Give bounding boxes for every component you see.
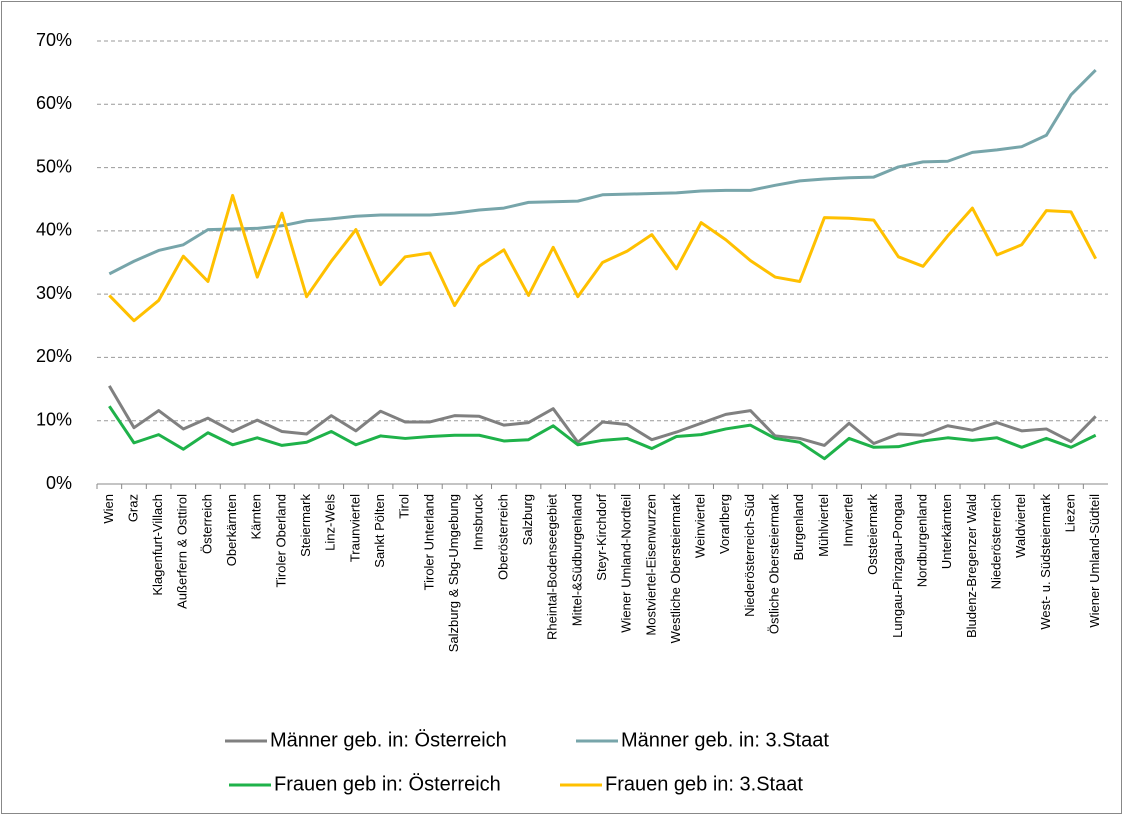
x-tick-label: Salzburg & Sbg-Umgebung <box>446 494 461 652</box>
legend-label: Frauen geb in: Österreich <box>274 773 501 795</box>
x-tick-label: Graz <box>125 494 140 522</box>
x-tick-label: Steyr-Kirchdorf <box>594 494 609 581</box>
x-tick-label: Mühlviertel <box>816 494 831 557</box>
x-tick-label: Weinviertel <box>693 494 708 558</box>
x-tick-label: Niederösterreich-Süd <box>742 494 757 617</box>
x-tick-label: Waldviertel <box>1013 494 1028 558</box>
x-tick-label: Klagenfurt-Villach <box>150 494 165 596</box>
x-tick-label: Lungau-Pinzgau-Pongau <box>890 494 905 638</box>
x-tick-label: Traunviertel <box>347 494 362 562</box>
x-tick-label: Liezen <box>1062 494 1077 532</box>
y-tick-label: 60% <box>36 93 72 113</box>
x-tick-label: Westliche Obersteiermark <box>668 494 683 644</box>
y-tick-label: 40% <box>36 220 72 240</box>
y-tick-label: 0% <box>46 473 72 493</box>
x-tick-label: Oberösterreich <box>495 494 510 580</box>
x-tick-label: Wiener Umland-Nordteil <box>619 494 634 633</box>
y-tick-label: 70% <box>36 30 72 50</box>
legend-label: Männer geb. in: 3.Staat <box>621 729 829 751</box>
x-tick-label: Salzburg <box>520 494 535 545</box>
x-tick-label: Mittel-&Südburgenland <box>569 494 584 626</box>
x-tick-label: Nordburgenland <box>914 494 929 587</box>
x-tick-label: Steiermark <box>298 494 313 557</box>
x-tick-label: Innviertel <box>841 494 856 547</box>
x-tick-label: Kärnten <box>249 494 264 540</box>
x-tick-label: Tiroler Oberland <box>273 494 288 587</box>
y-tick-label: 10% <box>36 409 72 429</box>
x-tick-label: Österreich <box>199 494 214 554</box>
x-tick-label: Oberkärnten <box>224 494 239 566</box>
y-tick-label: 20% <box>36 346 72 366</box>
x-tick-label: Rheintal-Bodenseegebiet <box>545 494 560 640</box>
x-tick-label: Tirol <box>397 494 412 519</box>
x-tick-label: Tiroler Unterland <box>421 494 436 590</box>
x-tick-label: Wien <box>101 494 116 524</box>
y-tick-label: 30% <box>36 283 72 303</box>
series-line <box>108 405 1097 461</box>
x-tick-label: Unterkärnten <box>939 494 954 569</box>
x-tick-label: Niederösterreich <box>988 494 1003 589</box>
legend-label: Männer geb. in: Österreich <box>270 729 507 751</box>
x-tick-label: Vorarlberg <box>717 494 732 554</box>
series-line <box>108 385 1097 447</box>
x-tick-label: Innsbruck <box>471 494 486 551</box>
x-tick-label: Mostviertel-Eisenwurzen <box>643 494 658 636</box>
x-tick-label: Burgenland <box>791 494 806 561</box>
x-tick-label: Sankt Pölten <box>372 494 387 568</box>
y-tick-label: 50% <box>36 156 72 176</box>
x-tick-label: Wiener Umland-Südteil <box>1087 494 1102 628</box>
x-tick-label: Linz-Wels <box>323 494 338 551</box>
x-tick-label: Außerfern & Osttirol <box>175 494 190 609</box>
x-tick-label: Bludenz-Bregenzer Wald <box>964 494 979 638</box>
legend-label: Frauen geb in: 3.Staat <box>605 773 803 795</box>
series-line <box>108 69 1097 276</box>
x-tick-label: Oststeiermark <box>865 494 880 575</box>
x-tick-label: West- u. Südsteiermark <box>1038 494 1053 630</box>
x-tick-label: Östliche Obersteiermark <box>767 494 782 635</box>
series-line <box>108 193 1097 323</box>
